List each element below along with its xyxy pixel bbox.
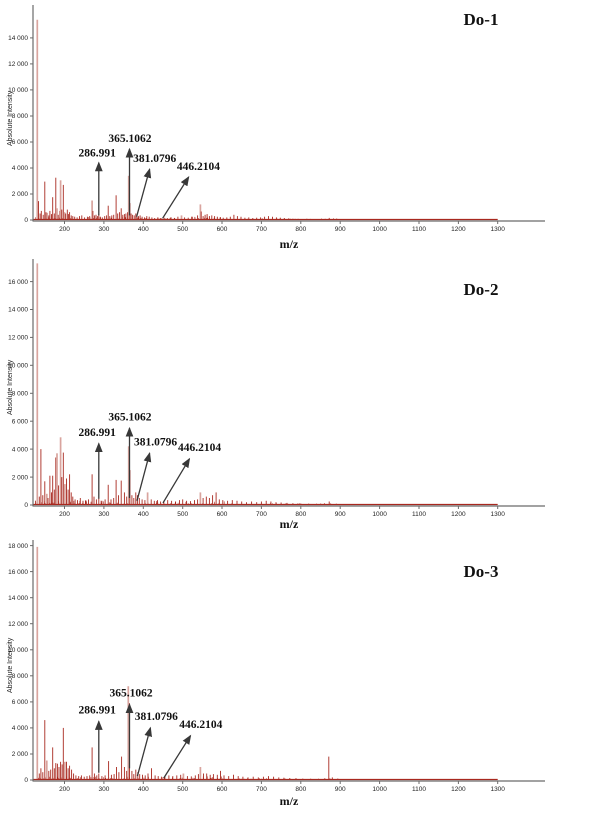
svg-text:14 000: 14 000 (8, 595, 28, 602)
svg-text:8 000: 8 000 (12, 673, 29, 680)
svg-text:700: 700 (256, 226, 267, 233)
svg-text:500: 500 (177, 786, 188, 793)
svg-text:400: 400 (138, 511, 149, 518)
svg-text:200: 200 (59, 511, 70, 518)
svg-text:600: 600 (217, 786, 228, 793)
svg-text:6 000: 6 000 (12, 139, 29, 146)
svg-text:1000: 1000 (372, 511, 387, 518)
svg-text:900: 900 (335, 511, 346, 518)
svg-text:14 000: 14 000 (8, 35, 28, 42)
svg-text:1200: 1200 (451, 226, 466, 233)
chart-do-2: 0 2 000 4 000 6 000 8 000 10 000 12 000 14 000 1… (0, 256, 601, 538)
svg-text:800: 800 (295, 226, 306, 233)
svg-text:500: 500 (177, 226, 188, 233)
y-axis-label: Absolute Intensity (7, 90, 14, 146)
svg-text:200: 200 (59, 226, 70, 233)
svg-text:1100: 1100 (412, 511, 426, 518)
svg-text:4 000: 4 000 (12, 725, 29, 732)
svg-text:286.991: 286.991 (79, 427, 117, 439)
svg-text:4 000: 4 000 (12, 446, 29, 453)
chart-title-do-3: Do-3 (463, 562, 499, 581)
svg-text:400: 400 (138, 786, 149, 793)
chart-title-do-1: Do-1 (463, 10, 499, 29)
svg-text:2 000: 2 000 (12, 474, 29, 481)
svg-text:300: 300 (98, 786, 109, 793)
svg-text:18 000: 18 000 (8, 543, 28, 550)
chart-title-do-2: Do-2 (463, 280, 499, 299)
svg-text:600: 600 (217, 226, 228, 233)
svg-text:500: 500 (177, 511, 188, 518)
svg-text:12 000: 12 000 (8, 621, 28, 628)
svg-text:1300: 1300 (490, 786, 505, 793)
svg-text:10 000: 10 000 (8, 87, 28, 94)
svg-text:4 000: 4 000 (12, 165, 29, 172)
y-axis-label: Absolute Intensity (7, 637, 14, 693)
svg-text:12 000: 12 000 (8, 335, 28, 342)
svg-text:381.0796: 381.0796 (135, 711, 178, 723)
svg-text:900: 900 (335, 226, 346, 233)
svg-text:900: 900 (335, 786, 346, 793)
svg-text:6 000: 6 000 (12, 699, 29, 706)
svg-text:600: 600 (217, 511, 228, 518)
svg-text:400: 400 (138, 226, 149, 233)
svg-text:16 000: 16 000 (8, 569, 28, 576)
svg-text:365.1062: 365.1062 (108, 133, 151, 145)
chart-do-1: 0 2 000 4 000 6 000 8 000 10 000 12 000 14 000 2… (0, 0, 601, 256)
svg-text:365.1062: 365.1062 (110, 688, 153, 700)
svg-text:700: 700 (256, 511, 267, 518)
svg-text:381.0796: 381.0796 (134, 437, 177, 449)
svg-text:286.991: 286.991 (79, 705, 117, 717)
x-axis-label: m/z (279, 517, 299, 531)
svg-text:1200: 1200 (451, 786, 466, 793)
spectrum-plot-do-1: 0 2 000 4 000 6 000 8 000 10 000 12 000 14 000 2… (8, 5, 545, 233)
svg-text:200: 200 (59, 786, 70, 793)
svg-text:2 000: 2 000 (12, 751, 29, 758)
y-axis-label: Absolute Intensity (7, 359, 14, 415)
svg-text:0: 0 (24, 217, 28, 224)
spectrum-plot-do-3: 0 2 000 4 000 6 000 8 000 10 000 12 000 14 000 1… (8, 540, 545, 793)
svg-text:0: 0 (24, 777, 28, 784)
svg-text:8 000: 8 000 (12, 391, 29, 398)
svg-text:2 000: 2 000 (12, 191, 29, 198)
svg-text:446.2104: 446.2104 (177, 161, 220, 173)
svg-text:1100: 1100 (412, 226, 426, 233)
svg-text:446.2104: 446.2104 (178, 442, 221, 454)
svg-text:300: 300 (98, 226, 109, 233)
svg-text:800: 800 (295, 786, 306, 793)
svg-text:446.2104: 446.2104 (179, 719, 222, 731)
svg-text:10 000: 10 000 (8, 363, 28, 370)
svg-text:16 000: 16 000 (8, 279, 28, 286)
svg-text:1200: 1200 (451, 511, 466, 518)
svg-text:10 000: 10 000 (8, 647, 28, 654)
svg-text:14 000: 14 000 (8, 307, 28, 314)
svg-text:1300: 1300 (490, 226, 505, 233)
svg-text:300: 300 (98, 511, 109, 518)
svg-text:0: 0 (24, 502, 28, 509)
x-axis-label: m/z (279, 237, 299, 251)
chart-do-3: 0 2 000 4 000 6 000 8 000 10 000 12 000 14 000 1… (0, 538, 601, 813)
spectrum-plot-do-2: 0 2 000 4 000 6 000 8 000 10 000 12 000 14 000 1… (8, 259, 545, 518)
svg-text:12 000: 12 000 (8, 61, 28, 68)
svg-text:8 000: 8 000 (12, 113, 29, 120)
svg-text:700: 700 (256, 786, 267, 793)
svg-text:365.1062: 365.1062 (108, 412, 151, 424)
svg-text:1000: 1000 (372, 786, 387, 793)
svg-text:381.0796: 381.0796 (133, 153, 176, 165)
svg-text:286.991: 286.991 (79, 147, 117, 159)
x-axis-label: m/z (279, 794, 299, 808)
svg-text:1000: 1000 (372, 226, 387, 233)
svg-text:1300: 1300 (490, 511, 505, 518)
svg-text:800: 800 (295, 511, 306, 518)
svg-text:6 000: 6 000 (12, 418, 29, 425)
svg-text:1100: 1100 (412, 786, 426, 793)
